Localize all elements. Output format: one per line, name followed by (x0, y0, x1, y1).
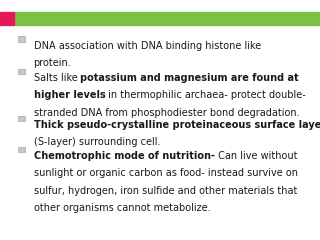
Text: stranded DNA from phosphodiester bond degradation.: stranded DNA from phosphodiester bond de… (34, 108, 299, 118)
Bar (18, 147, 25, 152)
Text: higher levels: higher levels (34, 90, 105, 101)
Bar (18, 36, 25, 42)
Text: Thick pseudo-crystalline proteinaceous surface layer: Thick pseudo-crystalline proteinaceous s… (34, 120, 320, 130)
Text: sulfur, hydrogen, iron sulfide and other materials that: sulfur, hydrogen, iron sulfide and other… (34, 186, 297, 196)
Text: protein.: protein. (34, 58, 71, 68)
Bar (18, 69, 25, 74)
Text: Chemotrophic mode of nutrition-: Chemotrophic mode of nutrition- (34, 151, 215, 161)
Text: in thermophilic archaea- protect double-: in thermophilic archaea- protect double- (105, 90, 306, 101)
Bar (18, 115, 25, 121)
Text: sunlight or organic carbon as food- instead survive on: sunlight or organic carbon as food- inst… (34, 168, 298, 179)
Bar (0, 12, 14, 25)
Text: potassium and magnesium are found at: potassium and magnesium are found at (80, 73, 299, 83)
Text: (S-layer) surrounding cell.: (S-layer) surrounding cell. (34, 137, 160, 147)
Text: Salts like: Salts like (34, 73, 80, 83)
Text: other organisms cannot metabolize.: other organisms cannot metabolize. (34, 203, 210, 213)
Bar (14, 12, 320, 25)
Text: Can live without: Can live without (215, 151, 297, 161)
Text: DNA association with DNA binding histone like: DNA association with DNA binding histone… (34, 41, 261, 51)
